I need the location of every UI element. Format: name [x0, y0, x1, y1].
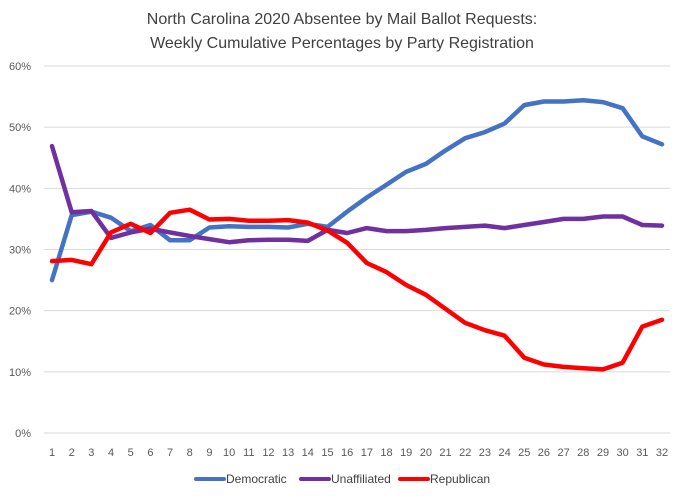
x-tick-label: 15 — [321, 447, 333, 459]
x-tick-label: 25 — [518, 447, 530, 459]
x-tick-label: 11 — [243, 447, 254, 459]
x-tick-label: 20 — [420, 447, 432, 459]
series-lines — [49, 98, 665, 372]
y-tick-label: 20% — [9, 306, 31, 318]
x-tick-label: 31 — [636, 447, 648, 459]
x-tick-label: 22 — [459, 447, 471, 459]
x-tick-label: 1 — [49, 447, 55, 459]
x-tick-label: 18 — [380, 447, 392, 459]
legend-label-democratic: Democratic — [226, 472, 287, 486]
x-tick-label: 19 — [400, 447, 412, 459]
x-tick-label: 24 — [498, 447, 510, 459]
x-tick-label: 14 — [302, 447, 314, 459]
x-tick-label: 21 — [439, 447, 451, 459]
gridlines — [44, 65, 670, 434]
x-tick-label: 3 — [88, 447, 94, 459]
y-tick-label: 30% — [9, 245, 31, 257]
x-tick-label: 28 — [577, 447, 589, 459]
x-axis-ticks: 1 2 3 4 5 6 7 8 9 10 11 12 13 14 15 16 17 18 19 20 21 22 23 24 2… — [49, 447, 668, 459]
x-tick-label: 9 — [206, 447, 212, 459]
x-tick-label: 17 — [361, 447, 373, 459]
x-tick-label: 13 — [282, 447, 294, 459]
y-tick-label: 60% — [9, 61, 31, 73]
x-tick-label: 4 — [108, 447, 114, 459]
legend: Democratic Unaffiliated Republican — [194, 472, 490, 486]
x-tick-label: 12 — [262, 447, 274, 459]
x-tick-label: 32 — [656, 447, 668, 459]
y-tick-label: 40% — [9, 183, 31, 195]
series-line-republican — [49, 207, 665, 372]
chart-title-line-2: Weekly Cumulative Percentages by Party R… — [150, 35, 534, 52]
x-tick-label: 26 — [538, 447, 550, 459]
legend-label-unaffiliated: Unaffiliated — [331, 472, 391, 486]
x-tick-label: 7 — [167, 447, 173, 459]
x-tick-label: 5 — [128, 447, 134, 459]
legend-label-republican: Republican — [430, 472, 490, 486]
x-tick-label: 2 — [69, 447, 75, 459]
x-tick-label: 27 — [557, 447, 569, 459]
chart-title-line-1: North Carolina 2020 Absentee by Mail Bal… — [147, 11, 537, 28]
y-axis-ticks: 0% 10% 20% 30% 40% 50% 60% — [9, 61, 31, 440]
x-tick-label: 10 — [223, 447, 235, 459]
y-tick-label: 0% — [15, 428, 31, 440]
x-tick-label: 16 — [341, 447, 353, 459]
x-tick-label: 8 — [187, 447, 193, 459]
x-tick-label: 6 — [147, 447, 153, 459]
x-tick-label: 23 — [479, 447, 491, 459]
x-tick-label: 29 — [597, 447, 609, 459]
y-tick-label: 10% — [9, 367, 31, 379]
x-tick-label: 30 — [617, 447, 629, 459]
y-tick-label: 50% — [9, 122, 31, 134]
